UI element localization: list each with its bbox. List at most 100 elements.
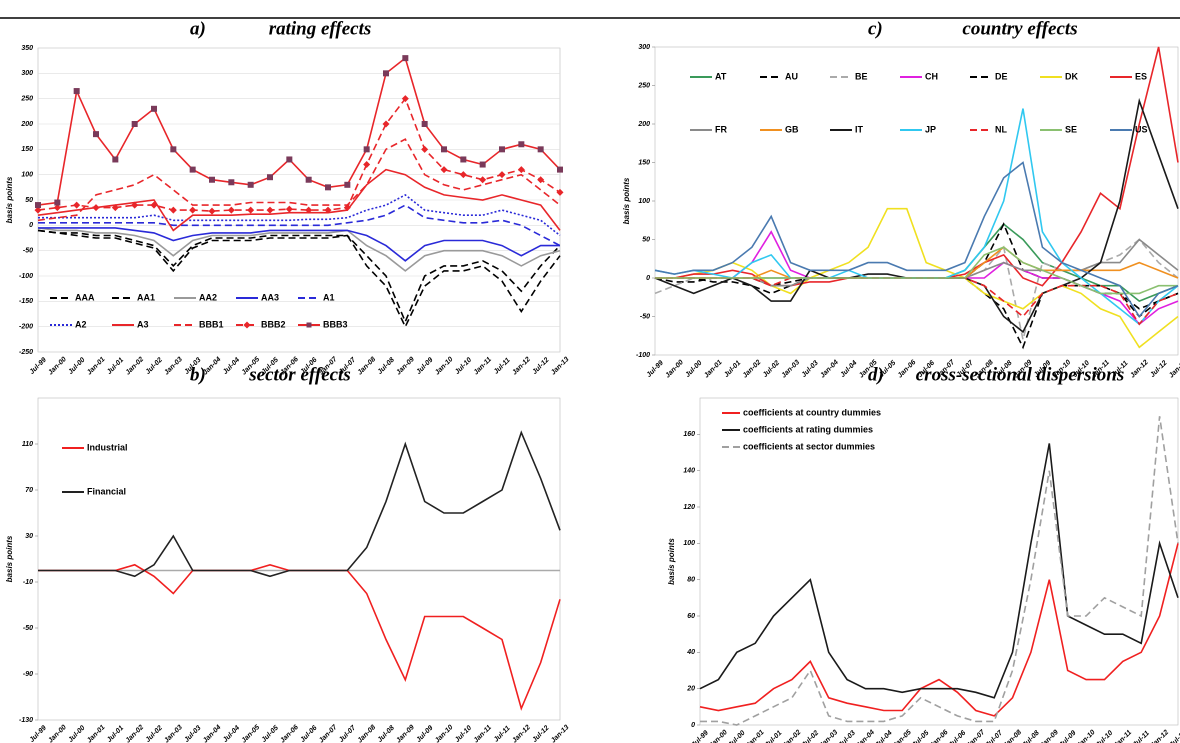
x-tick-label: Jul-12 bbox=[1169, 730, 1180, 743]
point-marker bbox=[267, 174, 273, 181]
legend-label: coefficients at rating dummies bbox=[743, 424, 873, 434]
x-tick-label: Jul-11 bbox=[493, 725, 512, 743]
y-tick-label: 300 bbox=[638, 44, 650, 51]
point-marker bbox=[35, 202, 41, 209]
x-tick-label: Jan-12 bbox=[1150, 729, 1171, 743]
panel-label: b) bbox=[190, 364, 206, 385]
legend-label: A2 bbox=[75, 319, 87, 329]
x-tick-label: Jan-06 bbox=[929, 729, 950, 743]
legend-label: Financial bbox=[87, 486, 126, 496]
x-tick-label: Jan-04 bbox=[855, 729, 876, 743]
x-tick-label: Jul-04 bbox=[222, 725, 241, 743]
point-marker bbox=[93, 131, 99, 138]
panel-label: d) bbox=[868, 364, 884, 385]
x-tick-label: Jul-11 bbox=[493, 357, 512, 376]
panel-title: sector effects bbox=[248, 364, 350, 385]
x-tick-label: Jul-10 bbox=[454, 725, 473, 743]
x-tick-label: Jan-05 bbox=[892, 729, 913, 743]
x-tick-label: Jul-99 bbox=[29, 357, 48, 376]
x-tick-label: Jul-09 bbox=[415, 357, 434, 376]
x-tick-label: Jan-10 bbox=[1076, 729, 1097, 743]
x-tick-label: Jan-05 bbox=[241, 724, 262, 743]
x-tick-label: Jul-03 bbox=[838, 730, 857, 743]
y-tick-label: 200 bbox=[20, 121, 33, 128]
point-marker bbox=[305, 206, 313, 214]
y-tick-label: 100 bbox=[683, 540, 695, 547]
legend-label: US bbox=[1135, 124, 1148, 134]
x-tick-label: Jan-11 bbox=[473, 724, 493, 743]
legend-label: BE bbox=[855, 71, 868, 81]
x-tick-label: Jul-04 bbox=[222, 357, 241, 376]
x-tick-label: Jan-00 bbox=[708, 729, 729, 743]
x-tick-label: Jul-07 bbox=[338, 724, 358, 743]
x-tick-label: Jan-07 bbox=[966, 728, 987, 743]
plot-area bbox=[654, 46, 1179, 356]
point-marker bbox=[247, 206, 255, 214]
y-axis-label: basis points bbox=[5, 535, 14, 582]
point-marker bbox=[285, 205, 293, 213]
x-tick-label: Jul-00 bbox=[67, 725, 86, 743]
y-tick-label: 0 bbox=[29, 222, 33, 229]
y-tick-label: 70 bbox=[25, 487, 33, 494]
legend-label: IT bbox=[855, 124, 864, 134]
legend-label: NL bbox=[995, 124, 1007, 134]
x-tick-label: Jul-10 bbox=[454, 357, 473, 376]
x-tick-label: Jul-03 bbox=[801, 360, 820, 379]
point-marker bbox=[228, 179, 235, 186]
point-marker bbox=[383, 70, 389, 77]
y-tick-label: -250 bbox=[19, 349, 33, 356]
legend-label: AAA bbox=[75, 292, 95, 302]
x-tick-label: Jan-07 bbox=[318, 723, 339, 743]
x-tick-label: Jan-03 bbox=[163, 356, 184, 377]
series-line bbox=[37, 56, 561, 206]
y-axis-label: basis points bbox=[622, 177, 631, 224]
y-tick-label: 50 bbox=[25, 197, 33, 204]
x-tick-label: Jul-09 bbox=[1058, 730, 1077, 743]
x-tick-label: Jan-08 bbox=[1002, 729, 1023, 743]
y-tick-label: 80 bbox=[687, 577, 695, 584]
x-tick-label: Jul-09 bbox=[415, 725, 434, 743]
legend-label: FR bbox=[715, 124, 727, 134]
x-tick-label: Jan-06 bbox=[279, 724, 300, 743]
y-axis-label: basis points bbox=[667, 538, 676, 585]
point-marker bbox=[556, 188, 564, 196]
x-tick-label: Jan-11 bbox=[473, 356, 493, 376]
y-tick-label: 40 bbox=[686, 649, 695, 656]
x-tick-label: Jul-02 bbox=[145, 725, 164, 743]
point-marker bbox=[53, 204, 61, 212]
x-tick-label: Jul-00 bbox=[727, 730, 746, 743]
x-tick-label: Jul-99 bbox=[691, 730, 710, 743]
point-marker bbox=[131, 201, 139, 209]
y-tick-label: -150 bbox=[19, 298, 33, 305]
point-marker bbox=[537, 146, 544, 153]
x-tick-label: Jan-01 bbox=[745, 729, 766, 743]
x-tick-label: Jan-00 bbox=[47, 724, 68, 743]
series-line bbox=[38, 227, 560, 262]
x-tick-label: Jan-03 bbox=[819, 729, 840, 743]
x-tick-label: Jan-08 bbox=[357, 724, 378, 743]
x-tick-label: Jul-02 bbox=[762, 360, 781, 379]
y-tick-label: 350 bbox=[21, 45, 33, 52]
x-tick-label: Jan-13 bbox=[1168, 359, 1180, 380]
x-tick-label: Jan-01 bbox=[703, 359, 724, 380]
point-marker bbox=[459, 171, 467, 179]
legend-marker bbox=[306, 322, 312, 328]
y-tick-label: 150 bbox=[21, 146, 33, 153]
legend-label: CH bbox=[925, 71, 938, 81]
y-tick-label: 140 bbox=[683, 468, 695, 475]
x-tick-label: Jul-12 bbox=[531, 357, 550, 376]
series-line bbox=[655, 246, 1178, 295]
series-line bbox=[38, 204, 561, 247]
series-line bbox=[655, 207, 1179, 349]
legend-label: A3 bbox=[137, 319, 149, 329]
x-tick-label: Jan-02 bbox=[125, 724, 146, 743]
point-marker bbox=[479, 176, 487, 184]
point-marker bbox=[517, 166, 525, 174]
x-tick-label: Jul-02 bbox=[145, 357, 164, 376]
legend-label: DK bbox=[1065, 71, 1078, 81]
x-tick-label: Jul-08 bbox=[377, 725, 396, 743]
x-tick-label: Jul-12 bbox=[1149, 360, 1168, 379]
x-tick-label: Jan-10 bbox=[434, 356, 455, 377]
legend-label: AA3 bbox=[261, 292, 279, 302]
y-tick-label: 100 bbox=[21, 172, 33, 179]
